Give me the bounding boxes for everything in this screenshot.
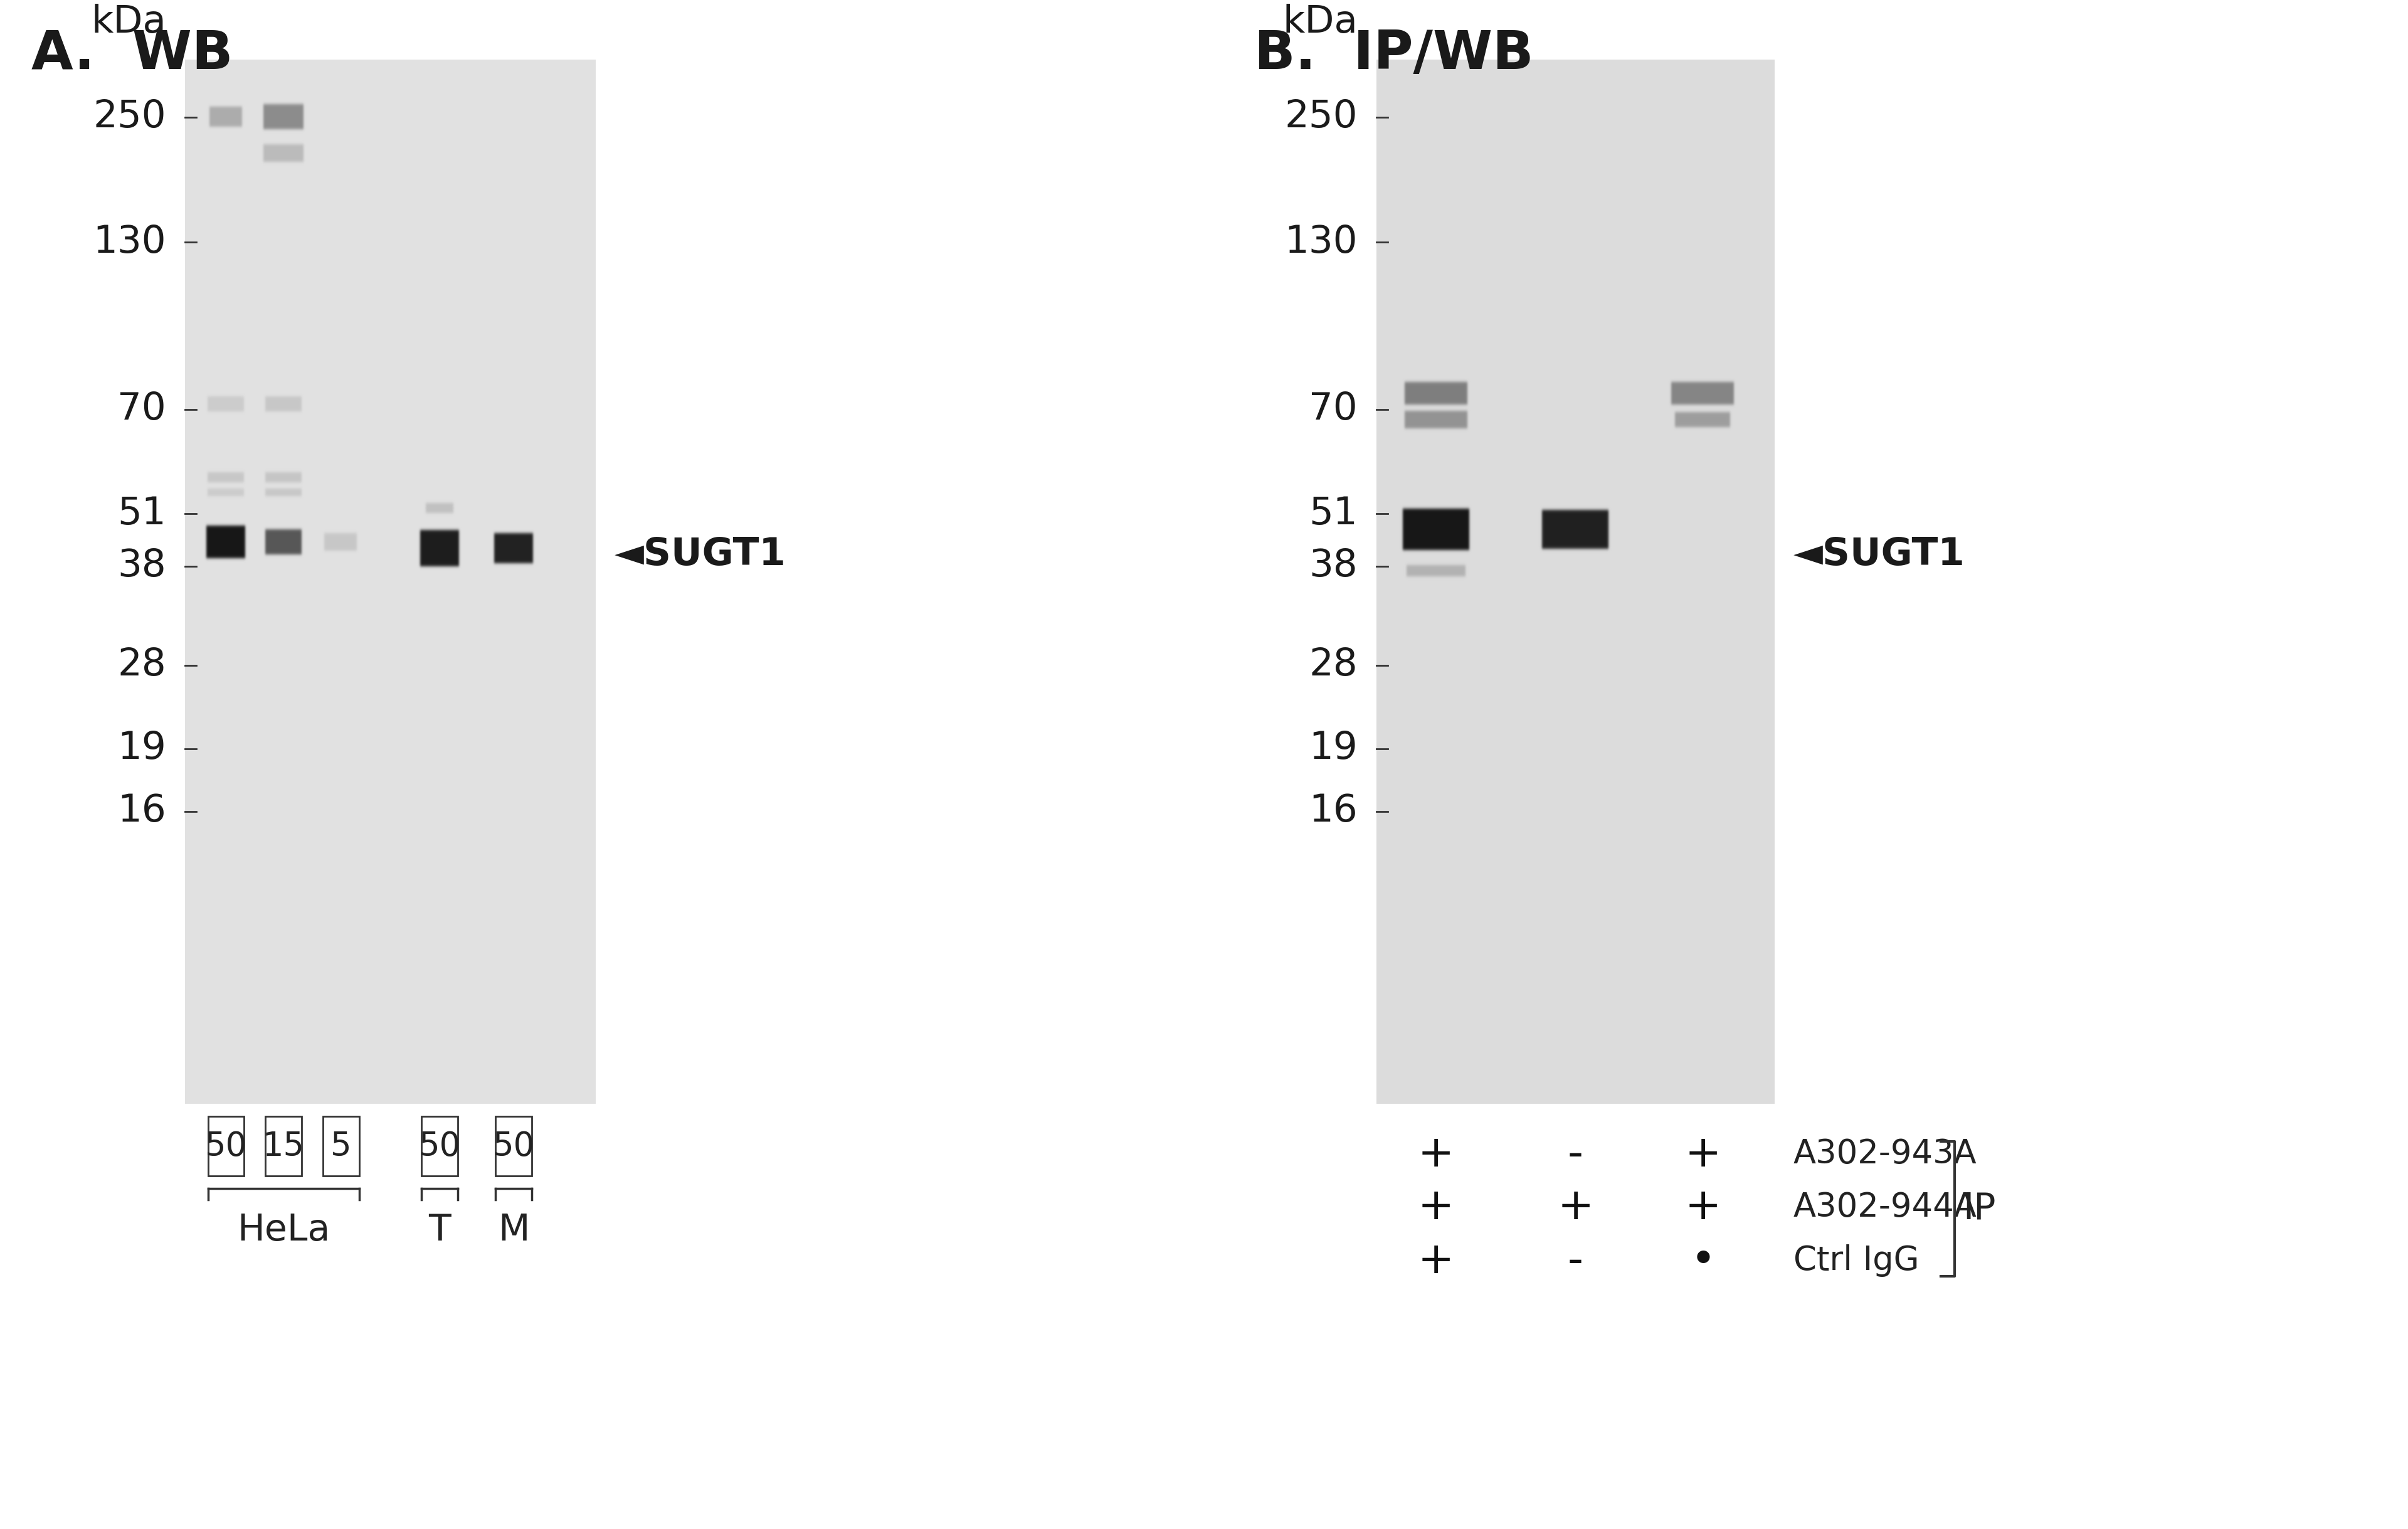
Text: kDa: kDa bbox=[92, 3, 166, 41]
Text: 38: 38 bbox=[1310, 547, 1358, 584]
Text: IP: IP bbox=[1963, 1191, 1996, 1226]
Text: 250: 250 bbox=[94, 98, 166, 136]
Text: ◄SUGT1: ◄SUGT1 bbox=[614, 537, 787, 573]
Text: -: - bbox=[1568, 1240, 1584, 1281]
Text: 15: 15 bbox=[262, 1130, 306, 1162]
Bar bbox=[421, 1116, 458, 1176]
Text: Ctrl IgG: Ctrl IgG bbox=[1794, 1245, 1919, 1277]
Text: HeLa: HeLa bbox=[236, 1212, 330, 1248]
Text: 130: 130 bbox=[94, 223, 166, 261]
Text: 5: 5 bbox=[330, 1130, 352, 1162]
Text: A302-943A: A302-943A bbox=[1794, 1138, 1977, 1170]
Text: 28: 28 bbox=[118, 647, 166, 683]
Text: T: T bbox=[429, 1212, 450, 1248]
Text: •: • bbox=[1690, 1240, 1717, 1281]
Text: 250: 250 bbox=[1283, 98, 1358, 136]
Text: 28: 28 bbox=[1310, 647, 1358, 683]
Text: ◄SUGT1: ◄SUGT1 bbox=[1794, 537, 1965, 573]
Bar bbox=[265, 1116, 301, 1176]
Text: +: + bbox=[1558, 1187, 1594, 1228]
Text: 130: 130 bbox=[1283, 223, 1358, 261]
Text: +: + bbox=[1686, 1187, 1722, 1228]
Bar bbox=[496, 1116, 532, 1176]
Text: 50: 50 bbox=[205, 1130, 248, 1162]
Text: +: + bbox=[1686, 1133, 1722, 1174]
Text: M: M bbox=[498, 1212, 530, 1248]
Text: +: + bbox=[1418, 1187, 1454, 1228]
Text: +: + bbox=[1418, 1240, 1454, 1281]
Bar bbox=[207, 1116, 243, 1176]
Text: 16: 16 bbox=[1310, 794, 1358, 830]
Text: 38: 38 bbox=[118, 547, 166, 584]
Text: 19: 19 bbox=[118, 731, 166, 768]
Text: 51: 51 bbox=[118, 495, 166, 532]
Text: 70: 70 bbox=[118, 391, 166, 428]
Text: 50: 50 bbox=[494, 1130, 535, 1162]
Text: kDa: kDa bbox=[1283, 3, 1358, 41]
Text: 51: 51 bbox=[1310, 495, 1358, 532]
Text: 19: 19 bbox=[1310, 731, 1358, 768]
Text: -: - bbox=[1568, 1133, 1584, 1174]
Text: 16: 16 bbox=[118, 794, 166, 830]
Text: A302-944A: A302-944A bbox=[1794, 1191, 1977, 1223]
Text: 70: 70 bbox=[1310, 391, 1358, 428]
Text: +: + bbox=[1418, 1133, 1454, 1174]
Text: A.  WB: A. WB bbox=[31, 28, 234, 81]
Text: B.  IP/WB: B. IP/WB bbox=[1255, 28, 1534, 81]
Bar bbox=[323, 1116, 359, 1176]
Text: 50: 50 bbox=[419, 1130, 460, 1162]
